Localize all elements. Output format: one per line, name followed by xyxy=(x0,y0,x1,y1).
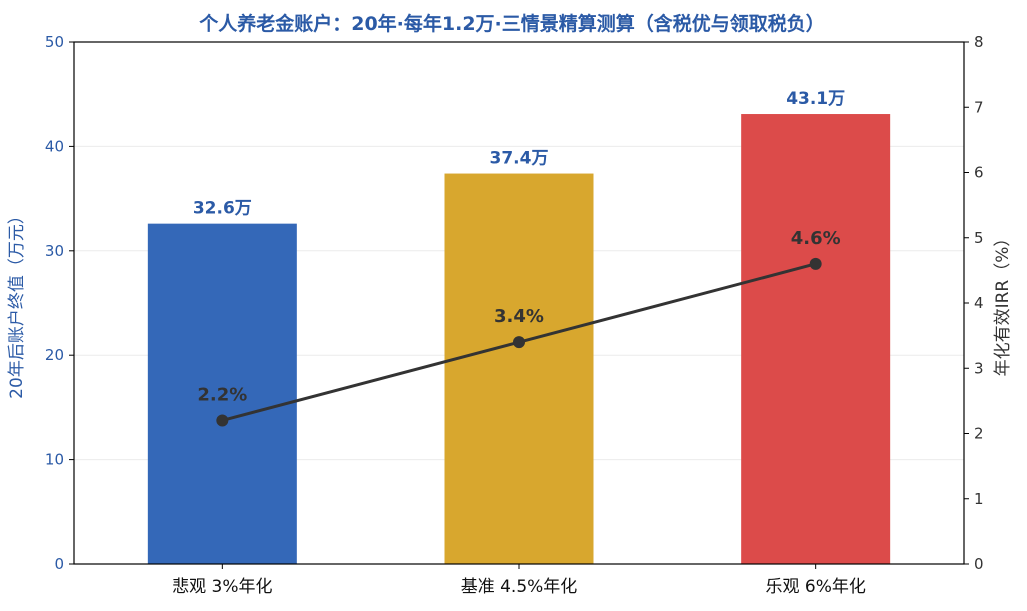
y-right-tick-label: 8 xyxy=(974,33,984,51)
y-right-tick-label: 0 xyxy=(974,555,984,573)
y-left-tick-label: 10 xyxy=(45,451,64,469)
y-right-tick-label: 5 xyxy=(974,229,984,247)
y-right-tick-label: 4 xyxy=(974,294,984,312)
y-left-tick-label: 20 xyxy=(45,346,64,364)
bar xyxy=(147,223,297,564)
y-left-tick-label: 0 xyxy=(54,555,64,573)
irr-point xyxy=(513,336,525,349)
y-left-tick-label: 50 xyxy=(45,33,64,51)
y-left-tick-label: 40 xyxy=(45,137,64,155)
irr-value-label: 2.2% xyxy=(197,384,247,405)
irr-value-label: 4.6% xyxy=(791,228,841,249)
y-right-tick-label: 2 xyxy=(974,425,984,443)
y-axis-right-label: 年化有效IRR（%） xyxy=(993,230,1013,377)
category-label: 悲观 3%年化 xyxy=(172,577,272,597)
irr-point xyxy=(216,414,229,427)
y-right-tick-label: 3 xyxy=(974,359,984,377)
category-label: 基准 4.5%年化 xyxy=(461,577,578,597)
bar-series xyxy=(147,114,891,564)
category-label: 乐观 6%年化 xyxy=(765,577,865,597)
irr-value-label: 3.4% xyxy=(494,306,544,327)
bar xyxy=(741,114,891,564)
chart-title: 个人养老金账户：20年·每年1.2万·三情景精算测算（含税优与领取税负） xyxy=(198,12,825,35)
bar-value-label: 43.1万 xyxy=(786,89,845,109)
bar xyxy=(444,173,594,564)
labels: 32.6万 37.4万 43.1万 2.2% 3.4% 4.6% xyxy=(193,89,845,405)
bar-value-label: 37.4万 xyxy=(490,149,549,169)
line-series xyxy=(216,257,822,427)
y-left-tick-label: 30 xyxy=(45,242,64,260)
y-right-tick-label: 7 xyxy=(974,98,984,116)
irr-point xyxy=(809,257,822,270)
y-axis-left-label: 20年后账户终值（万元） xyxy=(7,207,27,399)
y-right-tick-label: 6 xyxy=(974,164,984,182)
axes: 0 10 20 30 40 50 0 1 2 3 4 5 6 7 8 悲观 3%年化 基准 4.5%年化 乐观 6… xyxy=(45,33,984,597)
bar-value-label: 32.6万 xyxy=(193,199,252,219)
y-right-tick-label: 1 xyxy=(974,490,984,508)
